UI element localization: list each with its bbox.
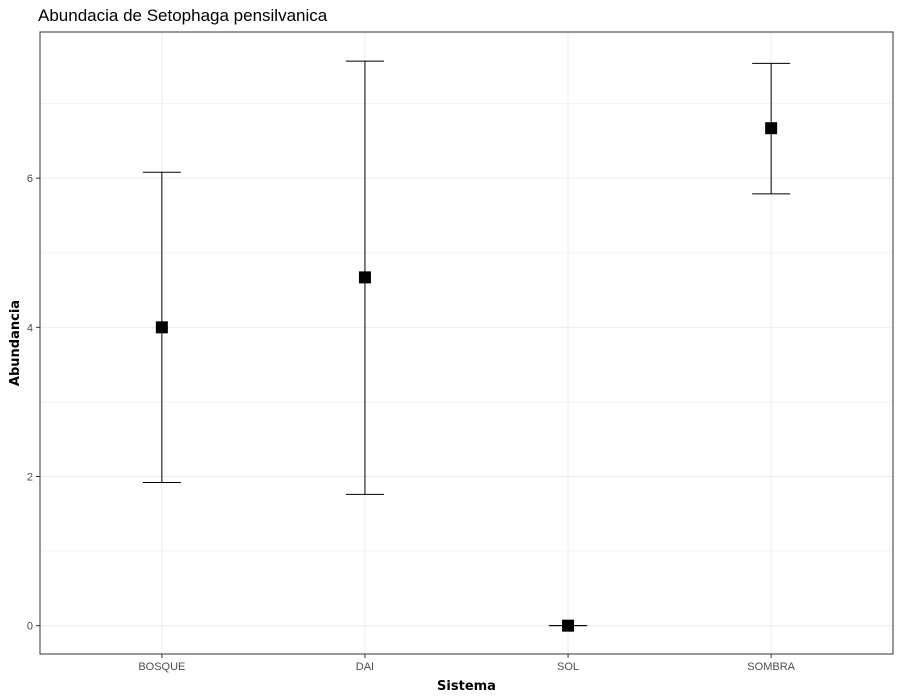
y-tick-label: 6 [27, 173, 33, 185]
x-tick-label: BOSQUE [138, 661, 185, 673]
y-tick-label: 4 [27, 322, 33, 334]
x-tick-label: SOL [557, 661, 579, 673]
x-tick-label: SOMBRA [747, 661, 795, 673]
x-axis-title: Sistema [437, 679, 496, 694]
minor-gridlines [40, 103, 893, 552]
data-points [155, 122, 778, 632]
data-point [155, 321, 168, 334]
chart-title: Abundacia de Setophaga pensilvanica [38, 6, 328, 25]
error-bars [142, 60, 791, 627]
x-axis-ticks: BOSQUE DAI SOL SOMBRA [138, 654, 796, 673]
y-tick-label: 0 [27, 621, 33, 633]
x-tick-label: DAI [356, 661, 374, 673]
major-gridlines [40, 32, 893, 654]
y-axis-title: Abundancia [8, 300, 23, 386]
data-point [562, 619, 575, 632]
y-tick-label: 2 [27, 471, 33, 483]
y-axis-ticks: 0 2 4 6 [27, 173, 40, 633]
data-point [358, 271, 371, 284]
data-point [765, 122, 778, 135]
plot-panel-border [39, 31, 894, 655]
